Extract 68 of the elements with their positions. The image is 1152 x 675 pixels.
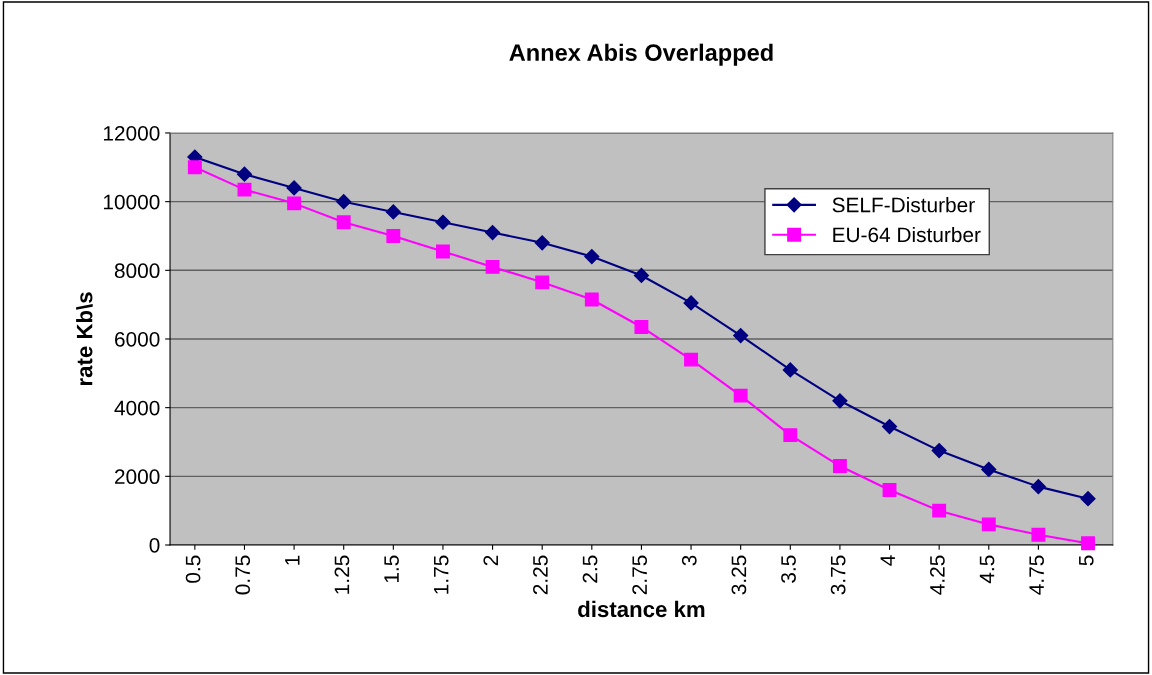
y-tick-label: 2000: [115, 469, 160, 485]
x-tick-label: 4.5: [979, 555, 995, 584]
point: [485, 224, 501, 241]
point: [435, 214, 451, 230]
point: [584, 249, 600, 265]
point: [1030, 479, 1046, 495]
x-tick-label: 3: [681, 555, 697, 566]
point: [336, 215, 351, 230]
point: [832, 393, 848, 409]
y-tick-label: 4000: [114, 400, 160, 416]
x-tick-label: 3.25: [731, 555, 747, 595]
point: [981, 461, 997, 478]
x-tick-label: 2: [483, 555, 498, 566]
x-tick-label: 4: [880, 555, 895, 566]
chart-title: Annex Abis Overlapped: [509, 43, 773, 66]
y-tick-label: 6000: [115, 331, 160, 347]
point: [882, 483, 897, 498]
y-axis-title: rate Kb\s: [76, 292, 93, 386]
point: [286, 180, 302, 196]
point: [832, 459, 847, 473]
point: [783, 428, 798, 443]
y-tick-label: 10000: [103, 194, 160, 210]
point: [782, 362, 798, 378]
point: [236, 166, 253, 182]
point: [535, 275, 550, 290]
point: [981, 517, 996, 532]
x-tick-label: 1.5: [384, 555, 399, 583]
point: [436, 244, 450, 259]
point: [336, 194, 352, 210]
legend-label: EU-64 Disturber: [833, 226, 981, 243]
x-tick-label: 4.25: [930, 555, 945, 595]
x-tick-label: 3.75: [830, 555, 846, 595]
point: [187, 160, 202, 175]
point: [584, 292, 599, 307]
point: [633, 267, 650, 284]
legend-label: SELF-Disturber: [832, 197, 975, 213]
x-tick-label: 2.5: [582, 555, 598, 583]
y-tick-label: 8000: [114, 263, 160, 279]
x-tick-label: 2.75: [632, 555, 648, 595]
point: [1031, 527, 1046, 542]
point: [684, 352, 698, 367]
x-tick-label: 5: [1079, 555, 1094, 566]
point: [534, 235, 550, 251]
point: [683, 295, 699, 311]
x-tick-label: 4.75: [1029, 555, 1044, 595]
point: [1080, 491, 1096, 507]
point: [881, 418, 898, 435]
y-tick-label: 0: [149, 538, 160, 553]
point: [932, 503, 947, 518]
point: [386, 229, 401, 243]
x-tick-label: 1: [285, 555, 300, 565]
x-tick-label: 0.75: [235, 555, 251, 595]
point: [287, 196, 302, 211]
point: [634, 320, 649, 334]
point: [385, 204, 401, 220]
x-tick-label: 2.25: [533, 555, 548, 595]
point: [1081, 536, 1095, 551]
point: [485, 259, 500, 274]
point: [931, 443, 947, 459]
point: [733, 388, 748, 403]
point: [237, 182, 252, 197]
x-tick-label: 1.25: [334, 555, 350, 594]
x-tick-label: 3.5: [781, 555, 796, 583]
y-tick-label: 12000: [103, 125, 160, 141]
x-tick-label: 0.5: [185, 555, 201, 583]
x-axis-title: distance km: [578, 600, 705, 618]
point: [733, 327, 749, 344]
x-tick-label: 1.75: [434, 555, 449, 594]
